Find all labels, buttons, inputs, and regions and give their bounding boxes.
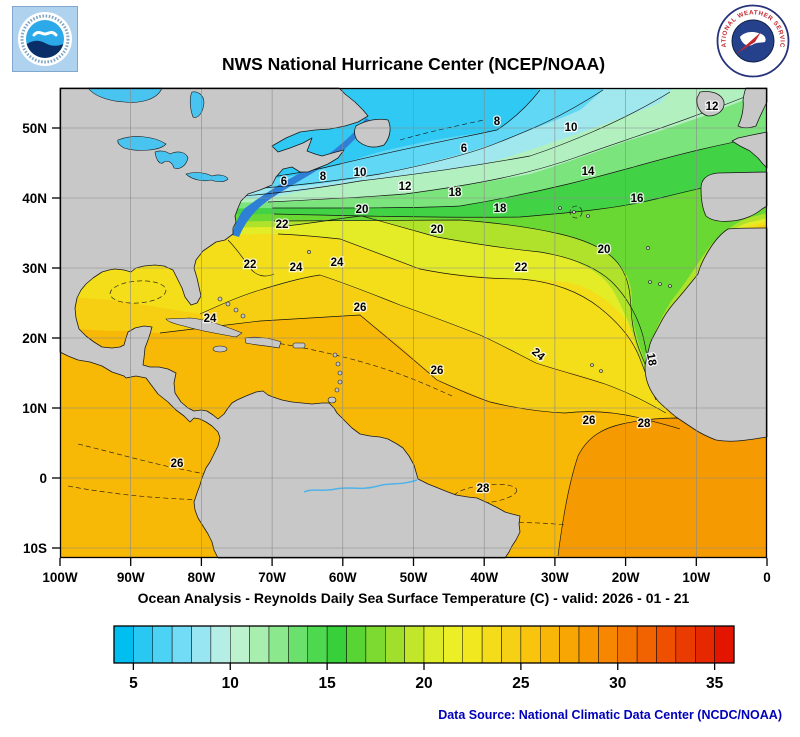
trinidad bbox=[327, 396, 337, 404]
contour-label: 22 bbox=[244, 259, 257, 271]
colorbar-tick-label: 20 bbox=[415, 675, 432, 692]
x-axis-label: 40W bbox=[470, 570, 498, 585]
x-axis-label: 100W bbox=[42, 570, 78, 585]
contour-label: 10 bbox=[565, 122, 578, 134]
contour-label: 26 bbox=[354, 302, 367, 314]
land-iberia bbox=[700, 171, 768, 222]
madeira bbox=[646, 246, 650, 250]
bermuda bbox=[307, 250, 311, 254]
contour-label: 8 bbox=[494, 116, 501, 128]
y-axis-label: 10S bbox=[23, 541, 47, 556]
colorbar-tick-label: 35 bbox=[706, 675, 724, 692]
landmass bbox=[59, 87, 768, 559]
cuba bbox=[165, 317, 243, 338]
contour-label: 22 bbox=[515, 262, 528, 274]
x-axis-label: 90W bbox=[117, 570, 145, 585]
x-axis-label: 30W bbox=[541, 570, 569, 585]
y-axis-label: 0 bbox=[39, 471, 47, 486]
colorbar-tick-label: 10 bbox=[222, 675, 239, 692]
contour-lines bbox=[159, 89, 767, 557]
contour-label: 28 bbox=[477, 483, 490, 495]
lake-superior bbox=[117, 136, 167, 151]
x-axis-label: 10W bbox=[682, 570, 710, 585]
contour-label: 14 bbox=[582, 166, 595, 178]
nws-usa-map bbox=[740, 32, 766, 46]
y-axis-label: 10N bbox=[22, 401, 47, 416]
colorbar: 5 10 15 20 25 30 35 bbox=[100, 620, 748, 705]
amazon-river bbox=[303, 479, 418, 493]
contour-label: 20 bbox=[431, 224, 444, 236]
islands bbox=[165, 206, 672, 404]
contour-label: 18 bbox=[449, 187, 462, 199]
contour-label: 12 bbox=[706, 101, 719, 113]
land-americas bbox=[59, 87, 521, 559]
contour-label: 10 bbox=[354, 167, 367, 179]
colorbar-tick-label: 5 bbox=[129, 675, 138, 692]
noaa-emblem-sea bbox=[26, 40, 64, 58]
lat-lon-grid bbox=[60, 88, 767, 558]
x-axis-label: 20W bbox=[612, 570, 640, 585]
contour-label: 16 bbox=[631, 193, 644, 205]
contour-label: 12 bbox=[399, 181, 412, 193]
contour-label: 22 bbox=[276, 219, 289, 231]
x-axis-label: 60W bbox=[329, 570, 357, 585]
colorbar-tick-label: 30 bbox=[609, 675, 626, 692]
lakes-erie-ontario bbox=[185, 172, 229, 183]
lakes bbox=[87, 87, 229, 183]
y-axis-label: 50N bbox=[22, 121, 47, 136]
x-axis-label: 0 bbox=[763, 570, 771, 585]
y-axis-label: 20N bbox=[22, 331, 47, 346]
noaa-logo-icon bbox=[12, 6, 78, 72]
x-axis-label: 50W bbox=[400, 570, 428, 585]
y-axis-label: 30N bbox=[22, 261, 47, 276]
contour-label: 24 bbox=[204, 313, 217, 325]
land-africa bbox=[644, 227, 768, 442]
page-title: NWS National Hurricane Center (NCEP/NOAA… bbox=[221, 54, 606, 74]
contour-label: 8 bbox=[320, 171, 327, 183]
x-axis-label: 70W bbox=[258, 570, 286, 585]
sst-map: 100W 90W 80W 70W 60W 50W 40W 30W 20W 10W 0 50N 40N 30… bbox=[22, 87, 771, 585]
contour-label: 18 bbox=[494, 203, 507, 215]
noaa-ring-text bbox=[20, 14, 70, 64]
contour-label: 20 bbox=[598, 244, 611, 256]
contour-label: 26 bbox=[583, 415, 596, 427]
jamaica bbox=[212, 345, 228, 353]
land-france bbox=[731, 131, 768, 169]
colorbar-tick-label: 15 bbox=[319, 675, 337, 692]
contour-label: 24 bbox=[290, 262, 303, 274]
contour-label: 6 bbox=[461, 143, 467, 155]
map-axes: 100W 90W 80W 70W 60W 50W 40W 30W 20W 10W 0 50N 40N 30… bbox=[22, 121, 771, 585]
x-axis-label: 80W bbox=[188, 570, 216, 585]
nws-arrow-icon bbox=[736, 32, 761, 54]
map-caption: Ocean Analysis - Reynolds Daily Sea Surf… bbox=[137, 590, 690, 606]
nws-logo-icon: NATIONAL WEATHER SERVICE bbox=[716, 4, 790, 78]
contour-value-labels: 6 6 8 8 10 10 12 12 14 16 18 18 18 20 20 20 22 22 22 24 24 24… bbox=[169, 100, 719, 497]
contour-label: 20 bbox=[356, 204, 369, 216]
contour-label: 26 bbox=[431, 365, 444, 377]
contour-label: 26 bbox=[171, 458, 184, 470]
land-newfoundland bbox=[354, 118, 391, 148]
y-axis-label: 40N bbox=[22, 191, 47, 206]
map-frame bbox=[59, 87, 768, 559]
contour-label: 28 bbox=[638, 418, 651, 430]
contour-label: 18 bbox=[644, 352, 658, 367]
contour-label: 6 bbox=[281, 176, 287, 188]
noaa-gull-icon bbox=[32, 30, 58, 37]
land-ireland bbox=[696, 91, 725, 117]
puerto-rico bbox=[292, 342, 306, 349]
james-bay bbox=[189, 91, 205, 118]
lakes-michigan-huron bbox=[154, 150, 189, 169]
contour-label: 24 bbox=[331, 257, 344, 269]
colorbar-tick-label: 25 bbox=[512, 675, 530, 692]
land-britain bbox=[737, 87, 768, 129]
hudson-bay bbox=[87, 87, 163, 103]
data-source-note: Data Source: National Climatic Data Cent… bbox=[438, 708, 782, 722]
